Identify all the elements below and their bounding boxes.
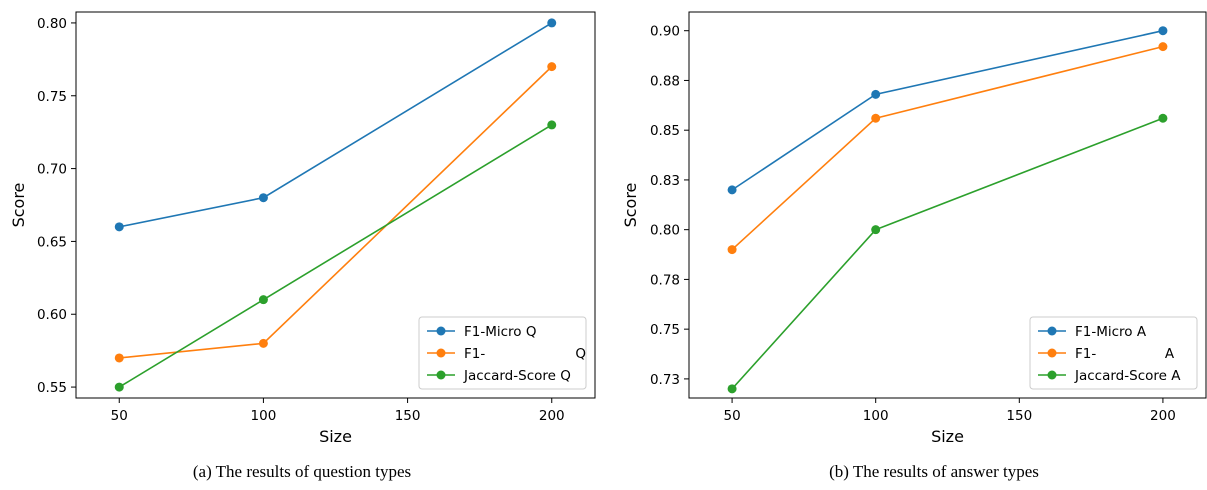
legend-label-3: Jaccard-Score Q	[463, 368, 571, 384]
legend-label-1: F1-Micro Q	[464, 324, 536, 340]
series-3-point	[258, 295, 268, 305]
chart-caption: (a) The results of question types	[193, 462, 411, 481]
y-tick-label: 0.88	[650, 73, 680, 89]
legend-marker-3	[1047, 370, 1057, 380]
x-tick-label: 50	[723, 408, 740, 424]
legend-marker-2	[436, 348, 446, 358]
series-1-point	[114, 222, 124, 232]
y-tick-label: 0.55	[37, 380, 67, 396]
series-1-point	[547, 18, 557, 28]
y-axis-label: Score	[621, 183, 640, 228]
legend-label-2: F1- A	[1075, 346, 1175, 362]
plot-frame	[75, 11, 596, 399]
y-tick-label: 0.83	[650, 173, 680, 189]
x-tick-label: 150	[1006, 408, 1032, 424]
y-axis-label: Score	[9, 183, 28, 228]
series-3-point	[871, 225, 881, 235]
x-tick-label: 50	[111, 408, 128, 424]
legend-label-1: F1-Micro A	[1075, 324, 1147, 340]
legend-marker-1	[436, 326, 446, 336]
series-line-1	[119, 22, 553, 228]
y-tick-label: 0.70	[37, 162, 67, 178]
y-tick-label: 0.65	[37, 234, 67, 250]
y-tick-label: 0.80	[37, 16, 67, 32]
series-2-point	[114, 353, 124, 363]
chart-question-types: 50 100 150 200 0.55 0.60 0.65 0.70 0.75 0.80 Size S…	[9, 11, 596, 481]
series-1-point	[1158, 26, 1168, 36]
legend-label-2: F1- Q	[464, 346, 586, 362]
x-tick-label: 150	[395, 408, 421, 424]
series-3-point	[114, 382, 124, 392]
x-tick-label: 100	[251, 408, 277, 424]
x-axis-label: Size	[319, 427, 352, 446]
y-tick-label: 0.80	[650, 223, 680, 239]
y-tick-label: 0.73	[650, 372, 680, 388]
x-axis-label: Size	[931, 427, 964, 446]
x-tick-label: 200	[539, 408, 565, 424]
chart-caption: (b) The results of answer types	[829, 462, 1039, 481]
series-2-point	[727, 245, 737, 255]
y-tick-label: 0.78	[650, 272, 680, 288]
y-tick-label: 0.90	[650, 24, 680, 40]
series-3-point	[727, 384, 737, 394]
series-line-1	[731, 29, 1164, 191]
y-tick-label: 0.75	[37, 89, 67, 105]
y-tick-label: 0.85	[650, 123, 680, 139]
series-2-point	[871, 113, 881, 123]
legend-marker-3	[436, 370, 446, 380]
x-tick-label: 100	[863, 408, 889, 424]
legend-label-3: Jaccard-Score A	[1074, 368, 1181, 384]
chart-answer-types: 50 100 150 200 0.73 0.75 0.78 0.80 0.83 0.85 0.88 0…	[621, 11, 1207, 481]
series-2-point	[258, 338, 268, 348]
legend-marker-2	[1047, 348, 1057, 358]
y-tick-label: 0.60	[37, 307, 67, 323]
series-3-point	[1158, 113, 1168, 123]
legend-marker-1	[1047, 326, 1057, 336]
y-tick-label: 0.75	[650, 322, 680, 338]
series-1-point	[871, 89, 881, 99]
plot-frame	[688, 11, 1207, 399]
series-2-point	[1158, 42, 1168, 52]
x-tick-label: 200	[1150, 408, 1176, 424]
series-line-2	[119, 66, 553, 359]
series-3-point	[547, 120, 557, 130]
series-line-2	[731, 45, 1164, 251]
legend-box	[418, 316, 587, 390]
series-1-point	[727, 185, 737, 195]
series-1-point	[258, 193, 268, 203]
series-2-point	[547, 62, 557, 72]
legend-box	[1029, 316, 1198, 390]
